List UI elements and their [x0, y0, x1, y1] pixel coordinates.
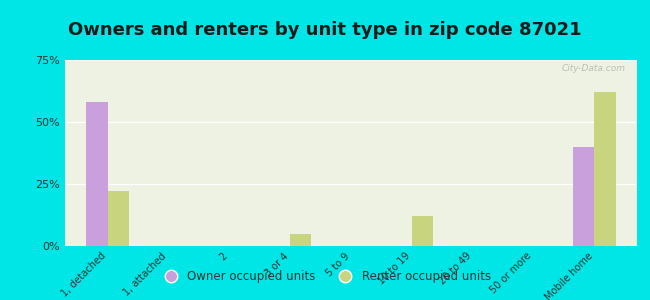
- Bar: [412, 216, 433, 246]
- Bar: [290, 234, 311, 246]
- Bar: [108, 191, 129, 246]
- Bar: [573, 147, 594, 246]
- Bar: [86, 102, 108, 246]
- Text: City-Data.com: City-Data.com: [562, 64, 625, 73]
- Bar: [594, 92, 616, 246]
- Legend: Owner occupied units, Renter occupied units: Owner occupied units, Renter occupied un…: [154, 266, 496, 288]
- Text: Owners and renters by unit type in zip code 87021: Owners and renters by unit type in zip c…: [68, 21, 582, 39]
